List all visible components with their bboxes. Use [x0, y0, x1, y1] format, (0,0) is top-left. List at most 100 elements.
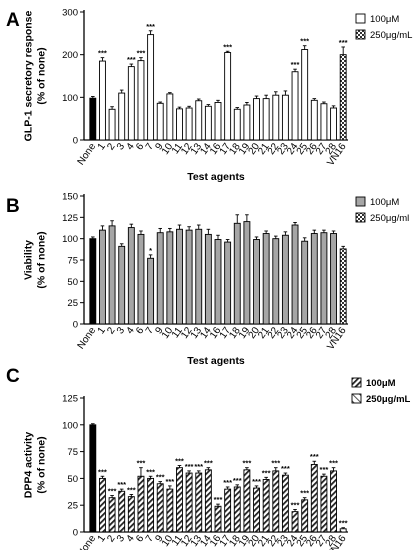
- x-tick-label: 4: [125, 141, 137, 152]
- legend-swatch: [355, 29, 366, 40]
- x-tick-label: 6: [134, 533, 146, 544]
- bar: [137, 475, 145, 533]
- significance-mark: ***: [137, 459, 146, 468]
- bar: [224, 52, 232, 141]
- significance-mark: ***: [223, 478, 232, 487]
- bar: [281, 234, 289, 325]
- panel-letter: C: [6, 366, 20, 387]
- significance-mark: ***: [156, 473, 165, 482]
- bar: [166, 93, 174, 141]
- bar: [243, 469, 251, 533]
- significance-mark: ***: [243, 459, 252, 468]
- bar: [233, 108, 241, 141]
- bar: [243, 221, 251, 325]
- bar: [224, 488, 232, 533]
- significance-mark: ***: [214, 495, 223, 504]
- bar: [185, 107, 193, 141]
- x-tick-label: None: [76, 325, 99, 351]
- bar: [89, 424, 97, 533]
- significance-mark: ***: [291, 60, 300, 69]
- bar: [301, 49, 309, 141]
- bar: [166, 488, 174, 533]
- y-axis-label: (% of none): [36, 47, 48, 104]
- bar: [137, 233, 145, 325]
- bar: [137, 60, 145, 141]
- x-tick-label: 1: [96, 533, 108, 544]
- bar: [320, 475, 328, 533]
- x-axis-label: Test agents: [187, 171, 245, 183]
- bar: [204, 469, 212, 533]
- bar: [291, 511, 299, 533]
- bar: [147, 34, 155, 141]
- bar: [176, 228, 183, 325]
- y-tick-label: 150: [62, 192, 78, 203]
- panel-letter: B: [6, 196, 20, 217]
- x-tick-label: 3: [115, 325, 127, 336]
- bar: [204, 105, 212, 141]
- bar: [214, 239, 222, 325]
- y-tick-label: 50: [67, 277, 78, 288]
- significance-mark: ***: [165, 477, 174, 486]
- significance-mark: ***: [300, 37, 309, 46]
- bar: [243, 104, 251, 141]
- significance-mark: ***: [146, 467, 155, 476]
- bar: [127, 227, 135, 325]
- bar: [233, 222, 241, 325]
- x-tick-label: 9: [153, 325, 165, 336]
- bar: [127, 66, 135, 141]
- bar: [195, 228, 203, 325]
- y-axis-label: (% of none): [36, 231, 48, 288]
- bar: [301, 499, 309, 533]
- significance-mark: ***: [262, 468, 271, 477]
- x-tick-label: 7: [144, 325, 156, 336]
- x-tick-label: 6: [134, 141, 146, 152]
- significance-mark: ***: [291, 500, 300, 509]
- bar: [310, 99, 318, 141]
- y-axis-label: GLP-1 secretory response: [23, 10, 35, 141]
- x-tick-label: 1: [96, 141, 108, 152]
- y-tick-label: 125: [62, 394, 78, 405]
- panel-b: B 0 25 50 75 100 125 150 Viability (% of none) Non…: [6, 192, 409, 368]
- legend-label: 100μM: [366, 378, 396, 389]
- legend-label: 100μM: [370, 197, 399, 208]
- x-tick-label: 2: [105, 325, 117, 336]
- bar: [89, 238, 97, 325]
- bar: [330, 107, 337, 141]
- bar: [108, 108, 116, 141]
- y-tick-label: 50: [67, 474, 78, 485]
- bar: [330, 233, 337, 325]
- significance-mark: ***: [98, 467, 107, 476]
- y-tick-label: 25: [67, 501, 78, 512]
- y-tick-label: 200: [62, 50, 78, 61]
- legend-swatch: [351, 377, 362, 388]
- bar: [320, 232, 328, 325]
- y-axis-label: DPP4 activity: [23, 432, 35, 499]
- significance-mark: ***: [271, 459, 280, 468]
- bar: [301, 240, 309, 325]
- y-tick-label: 300: [62, 8, 78, 19]
- bar: [253, 487, 260, 533]
- bar: [147, 257, 155, 325]
- significance-mark: ***: [127, 485, 136, 494]
- x-tick-label: 7: [144, 533, 156, 544]
- bar: [262, 233, 270, 325]
- bar: [281, 474, 289, 533]
- y-tick-label: 125: [62, 213, 78, 224]
- bar: [118, 92, 126, 141]
- x-tick-label: 6: [134, 325, 146, 336]
- bar: [224, 241, 232, 325]
- bar: [339, 248, 347, 325]
- significance-mark: ***: [281, 464, 290, 473]
- significance-mark: ***: [339, 519, 348, 528]
- significance-mark: ***: [300, 489, 309, 498]
- x-tick-label: 9: [153, 141, 165, 152]
- x-tick-label: 3: [115, 533, 127, 544]
- bar: [272, 470, 280, 533]
- y-axis-label: Viability: [23, 240, 35, 280]
- bar: [166, 231, 174, 325]
- bar: [339, 54, 347, 141]
- significance-mark: ***: [185, 462, 194, 471]
- x-tick-label: 3: [115, 141, 127, 152]
- y-tick-label: 100: [62, 234, 78, 245]
